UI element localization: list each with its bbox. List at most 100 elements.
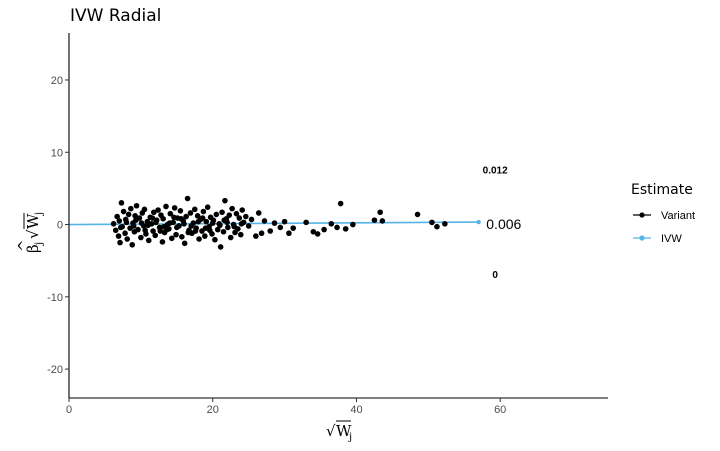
variant-point <box>125 211 132 218</box>
variant-point <box>207 227 213 234</box>
plot-area <box>68 195 481 250</box>
variant-point <box>286 230 292 237</box>
variant-point <box>255 210 262 216</box>
variant-point <box>145 237 152 244</box>
legend-variant-dot <box>639 212 645 218</box>
x-tick-label: 60 <box>494 404 506 416</box>
variant-point <box>209 220 216 226</box>
variant-point <box>187 210 194 216</box>
y-axis-beta-sub: j <box>34 242 45 246</box>
variant-point <box>225 224 231 231</box>
variant-point <box>222 197 228 204</box>
variant-point <box>184 195 191 202</box>
variant-point <box>212 236 218 243</box>
variant-point <box>124 236 131 242</box>
variant-point <box>171 205 178 211</box>
variant-point <box>138 220 145 226</box>
y-tick-label: 20 <box>51 75 63 87</box>
y-tick-label: 10 <box>51 147 63 159</box>
slope-annotation: 0 <box>492 270 498 281</box>
variant-point <box>371 217 378 223</box>
variant-point <box>192 228 199 234</box>
variant-point <box>117 239 123 246</box>
variant-point <box>163 226 170 233</box>
variant-point <box>200 208 207 215</box>
variant-point <box>173 231 179 238</box>
variant-point <box>155 207 161 213</box>
variant-point <box>191 206 198 213</box>
variant-point <box>229 205 235 212</box>
variant-point <box>118 200 125 206</box>
y-axis-w-sub: j <box>34 212 45 216</box>
variant-point <box>334 224 340 231</box>
variant-point <box>141 206 148 213</box>
y-axis-title: β ^ j √ W j <box>15 212 45 253</box>
variant-point <box>129 241 136 248</box>
variant-point <box>153 219 159 226</box>
variant-point <box>233 210 240 217</box>
variant-point <box>236 215 243 221</box>
variant-point <box>150 228 156 234</box>
variant-point <box>258 230 265 237</box>
variant-point <box>145 222 151 229</box>
variant-point <box>321 226 327 233</box>
variant-point <box>152 232 159 239</box>
variant-point <box>196 236 202 242</box>
variant-point <box>231 223 238 230</box>
x-axis-base: W <box>336 422 352 440</box>
x-axis-sub: j <box>348 432 352 443</box>
x-tick-label: 20 <box>207 404 219 416</box>
y-axis-beta: β <box>24 244 42 253</box>
variant-point <box>203 218 210 225</box>
variant-point <box>130 223 137 229</box>
x-axis-root: √ <box>326 422 336 440</box>
variant-point <box>159 239 166 245</box>
variant-point <box>171 214 177 221</box>
variant-point <box>227 234 234 241</box>
variant-point <box>217 222 223 229</box>
variant-point <box>267 228 274 234</box>
variant-point <box>188 223 194 229</box>
legend-item-variant: Variant <box>633 210 695 222</box>
variant-point <box>151 209 157 216</box>
variant-point <box>120 208 127 215</box>
variant-point <box>379 218 386 224</box>
variant-point <box>195 218 202 225</box>
variant-point <box>303 219 309 226</box>
variant-point <box>221 217 228 223</box>
variant-point <box>350 221 356 228</box>
y-tick-label: -20 <box>47 364 63 376</box>
variant-point <box>168 235 175 242</box>
variant-point <box>238 221 245 227</box>
variant-point <box>174 224 180 231</box>
variant-point <box>377 209 383 216</box>
variant-point <box>132 213 138 219</box>
variant-point <box>123 219 130 226</box>
variant-point <box>183 213 189 220</box>
legend-ivw-dot <box>639 235 645 241</box>
y-axis-hat: ^ <box>15 239 33 252</box>
variant-point <box>179 234 185 240</box>
x-axis-ticks: 0 20 40 60 <box>66 398 506 416</box>
variant-point <box>310 228 317 235</box>
variant-points <box>110 195 448 250</box>
variant-point <box>128 205 134 212</box>
variant-point <box>245 223 252 229</box>
variant-point <box>414 211 421 218</box>
variant-point <box>114 213 120 220</box>
ivw-end-point <box>476 219 481 225</box>
chart-title: IVW Radial <box>70 6 161 26</box>
variant-point <box>434 223 440 230</box>
variant-point <box>178 215 184 222</box>
y-axis-w: W <box>24 213 42 229</box>
variant-point <box>160 215 166 222</box>
y-axis-ticks: -20 -10 0 10 20 <box>47 75 69 376</box>
variant-point <box>219 209 225 216</box>
variant-point <box>112 227 119 234</box>
variant-point <box>133 217 139 223</box>
variant-point <box>337 200 344 207</box>
variant-point <box>237 231 244 238</box>
variant-point <box>181 221 187 227</box>
variant-point <box>177 208 184 214</box>
legend-ivw-label: IVW <box>661 233 682 245</box>
